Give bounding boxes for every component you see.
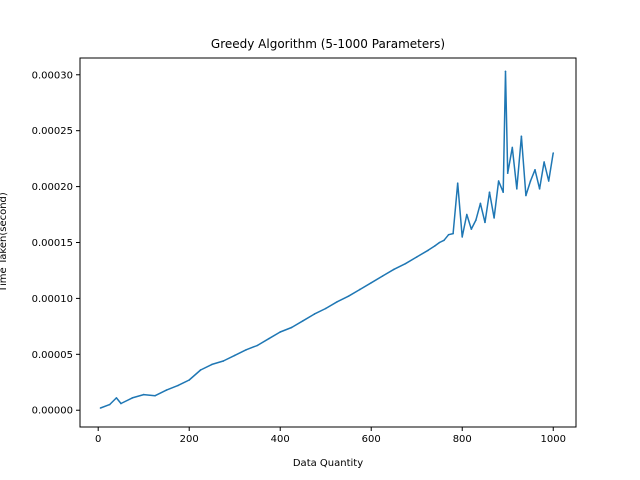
data-point [415,256,418,258]
data-point [222,360,225,362]
data-point [443,239,445,242]
data-point [324,307,327,310]
data-point [520,135,523,138]
data-point [493,217,495,219]
plot-frame [79,57,577,428]
data-point [470,228,473,230]
data-point [188,379,191,381]
data-point [502,191,504,193]
data-point [177,384,179,387]
data-point [256,344,259,347]
x-tick-label: 200 [180,434,199,445]
data-point [302,319,304,322]
x-tick-label: 600 [362,434,381,445]
data-point [434,245,436,247]
data-point [370,281,373,284]
data-point [359,288,361,291]
y-tick-label: 0.00020 [32,182,73,193]
data-point [165,389,168,391]
x-tick-label: 800 [453,434,472,445]
data-point [534,169,536,171]
data-point [479,202,482,205]
data-point [245,349,247,351]
data-point [427,249,429,252]
series-line-0 [100,70,554,409]
x-tick-label: 0 [95,434,101,445]
x-axis-label: Data Quantity [293,458,363,469]
data-point [393,268,395,271]
data-point [488,191,491,193]
data-point [131,397,134,399]
data-point [404,262,407,265]
data-point [484,221,486,224]
y-axis-label: Time Taken(second) [0,192,9,293]
data-point [525,194,527,197]
data-point [461,236,464,238]
y-tick-label: 0.00010 [32,294,73,305]
data-point [547,180,550,182]
data-point [120,402,122,405]
data-point [447,233,450,236]
data-point [552,152,555,154]
y-tick-label: 0.00000 [32,406,73,417]
data-point [504,70,507,73]
data-point [516,188,518,190]
data-point [233,354,236,357]
data-point [511,146,514,149]
data-point [438,241,441,244]
y-tick-label: 0.00025 [32,126,73,137]
data-point [279,331,282,333]
x-tick-label: 1000 [541,434,566,445]
data-point [336,300,338,303]
data-point [506,172,509,174]
data-point [154,394,156,397]
data-point [452,232,454,235]
data-point [529,180,532,182]
data-point [99,407,102,409]
data-point [475,219,477,221]
plot-area [99,70,555,409]
data-point [290,326,293,329]
x-tick-label: 400 [271,434,290,445]
data-point [211,363,213,366]
data-point [199,369,202,371]
data-point [538,188,541,190]
data-point [465,213,468,216]
y-tick-label: 0.00015 [32,238,73,249]
data-point [381,275,384,277]
chart-title: Greedy Algorithm (5-1000 Parameters) [211,37,445,51]
data-point [497,180,500,182]
data-point [142,393,145,396]
data-point [313,313,316,315]
data-point [456,182,459,185]
ticks: 0 200 400 600 800 1000 0.00000 0.00005 0.00010 0.… [32,70,566,445]
data-point [108,403,111,406]
data-point [268,337,270,340]
y-tick-label: 0.00030 [32,70,73,81]
data-point [115,397,118,399]
data-point [347,295,350,297]
data-point [543,161,545,163]
y-tick-label: 0.00005 [32,350,73,361]
